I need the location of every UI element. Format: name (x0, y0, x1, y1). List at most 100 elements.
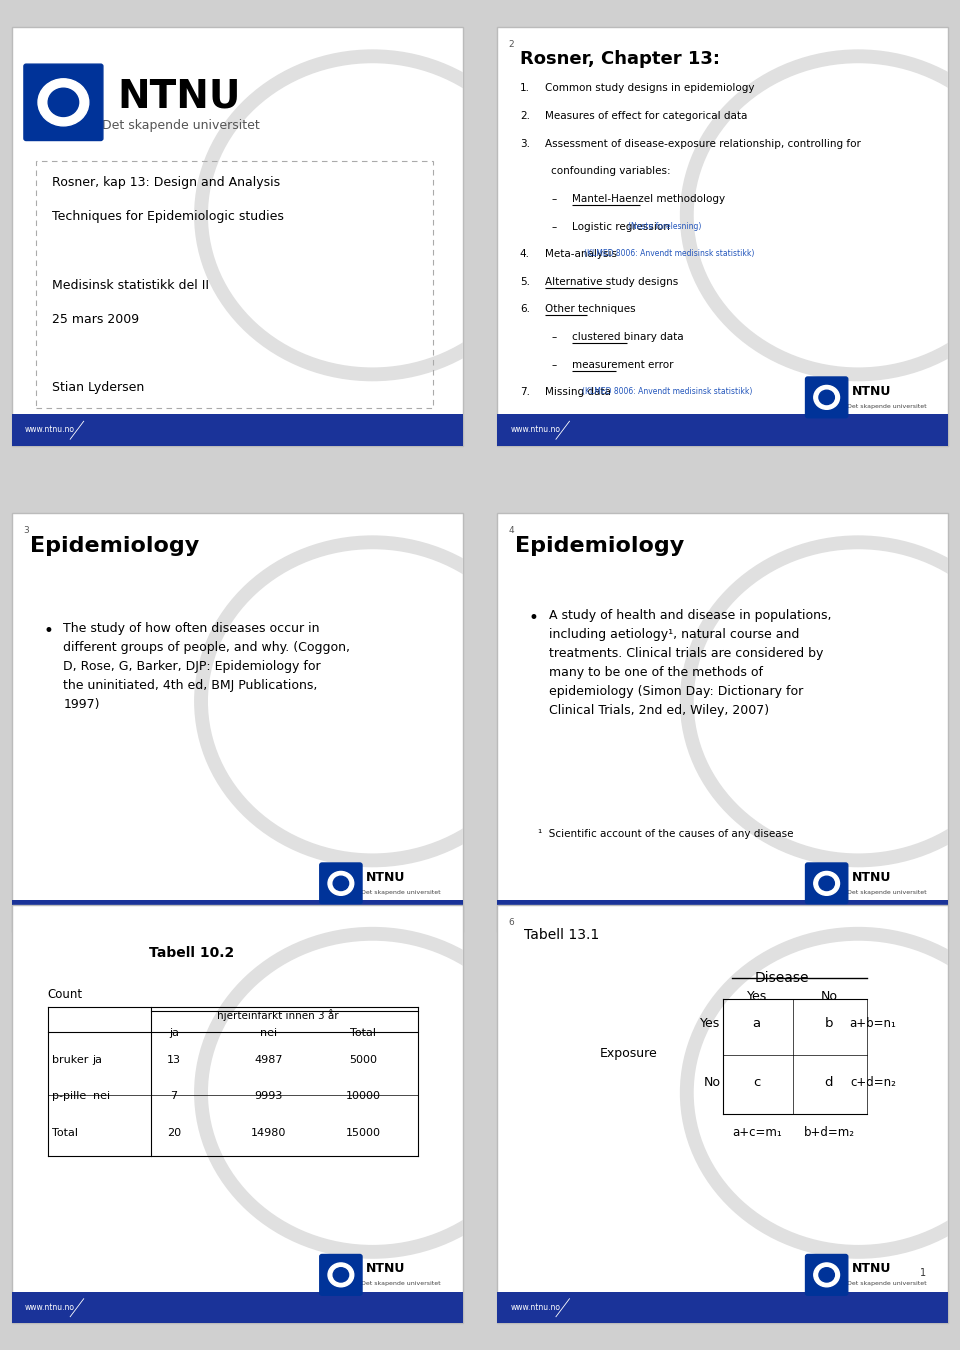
Text: –: – (551, 221, 557, 232)
Text: Common study designs in epidemiology: Common study designs in epidemiology (544, 84, 755, 93)
Text: NTNU: NTNU (852, 385, 891, 398)
Circle shape (328, 1264, 353, 1287)
Text: •: • (529, 609, 539, 628)
Text: hjerteinfarkt innen 3 år: hjerteinfarkt innen 3 år (217, 1010, 339, 1021)
Text: •: • (43, 622, 53, 640)
Text: –: – (551, 359, 557, 370)
Text: Tabell 13.1: Tabell 13.1 (524, 927, 600, 941)
Text: Epidemiology: Epidemiology (516, 536, 684, 556)
Circle shape (819, 1268, 834, 1282)
Text: Logistic regression: Logistic regression (572, 221, 670, 232)
Text: Det skapende universitet: Det skapende universitet (102, 119, 259, 132)
FancyBboxPatch shape (497, 513, 948, 932)
Circle shape (819, 876, 834, 891)
Text: Det skapende universitet: Det skapende universitet (361, 1281, 441, 1287)
FancyBboxPatch shape (497, 27, 948, 446)
Text: a+b=n₁: a+b=n₁ (850, 1018, 897, 1030)
FancyBboxPatch shape (805, 1254, 848, 1295)
Text: ¹  Scientific account of the causes of any disease: ¹ Scientific account of the causes of an… (538, 829, 793, 838)
Text: Missing data: Missing data (544, 387, 611, 397)
FancyBboxPatch shape (12, 900, 463, 931)
Text: Det skapende universitet: Det skapende universitet (847, 1281, 926, 1287)
Text: confounding variables:: confounding variables: (551, 166, 671, 177)
Circle shape (48, 88, 79, 116)
Text: 1.: 1. (520, 84, 530, 93)
FancyBboxPatch shape (497, 1292, 948, 1323)
Text: 2: 2 (509, 40, 515, 50)
FancyBboxPatch shape (12, 904, 463, 1323)
Text: c: c (753, 1076, 760, 1089)
Text: 2.: 2. (520, 111, 530, 122)
FancyBboxPatch shape (805, 377, 848, 417)
Text: Alternative study designs: Alternative study designs (544, 277, 678, 286)
Text: Det skapende universitet: Det skapende universitet (847, 890, 926, 895)
Text: Measures of effect for categorical data: Measures of effect for categorical data (544, 111, 747, 122)
Text: ja: ja (93, 1056, 103, 1065)
Text: 5000: 5000 (349, 1056, 377, 1065)
Text: b: b (825, 1018, 833, 1030)
Text: ja: ja (169, 1027, 179, 1038)
Text: 14980: 14980 (251, 1129, 286, 1138)
Text: No: No (821, 991, 837, 1003)
Text: 9993: 9993 (254, 1091, 283, 1100)
Text: www.ntnu.no: www.ntnu.no (511, 425, 561, 435)
FancyBboxPatch shape (12, 414, 463, 446)
Text: –: – (551, 194, 557, 204)
Text: c+d=n₂: c+d=n₂ (851, 1076, 897, 1089)
Text: Disease: Disease (755, 972, 808, 986)
Text: 6: 6 (509, 918, 515, 927)
Circle shape (328, 872, 353, 895)
Text: d: d (825, 1076, 833, 1089)
FancyBboxPatch shape (805, 863, 848, 903)
FancyBboxPatch shape (12, 513, 463, 932)
Circle shape (814, 386, 839, 409)
Text: Tabell 10.2: Tabell 10.2 (150, 946, 234, 960)
FancyBboxPatch shape (12, 1292, 463, 1323)
Text: A study of health and disease in populations,
including aetiology¹, natural cour: A study of health and disease in populat… (549, 609, 831, 717)
Text: www.ntnu.no: www.ntnu.no (25, 425, 75, 435)
Text: 13: 13 (167, 1056, 180, 1065)
Text: Rosner, Chapter 13:: Rosner, Chapter 13: (520, 50, 720, 68)
Text: 1: 1 (920, 1268, 925, 1278)
Text: Rosner, kap 13: Design and Analysis: Rosner, kap 13: Design and Analysis (52, 176, 280, 189)
Text: 3.: 3. (520, 139, 530, 148)
Text: 20: 20 (167, 1129, 181, 1138)
FancyBboxPatch shape (497, 900, 948, 931)
Text: Other techniques: Other techniques (544, 305, 636, 315)
Text: 3: 3 (23, 526, 29, 536)
Text: Medisinsk statistikk del II: Medisinsk statistikk del II (52, 278, 209, 292)
Text: Meta-analysis: Meta-analysis (544, 250, 616, 259)
Text: Assessment of disease-exposure relationship, controlling for: Assessment of disease-exposure relations… (544, 139, 860, 148)
Text: p-pille: p-pille (52, 1091, 86, 1100)
FancyBboxPatch shape (497, 414, 948, 446)
Text: bruker: bruker (52, 1056, 88, 1065)
Text: 15000: 15000 (346, 1129, 381, 1138)
Text: NTNU: NTNU (117, 77, 241, 115)
Text: 4: 4 (509, 526, 515, 536)
Text: Det skapende universitet: Det skapende universitet (361, 890, 441, 895)
Circle shape (814, 872, 839, 895)
Circle shape (814, 1264, 839, 1287)
Text: www.ntnu.no: www.ntnu.no (25, 911, 75, 921)
Text: (KLMED 8006: Anvendt medisinsk statistikk): (KLMED 8006: Anvendt medisinsk statistik… (585, 250, 755, 258)
Text: 4.: 4. (520, 250, 530, 259)
Text: measurement error: measurement error (572, 359, 673, 370)
Text: www.ntnu.no: www.ntnu.no (511, 911, 561, 921)
Circle shape (38, 78, 88, 126)
Text: NTNU: NTNU (852, 1262, 891, 1276)
Text: Det skapende universitet: Det skapende universitet (847, 404, 926, 409)
Text: NTNU: NTNU (366, 1262, 405, 1276)
Text: Stian Lydersen: Stian Lydersen (52, 382, 144, 394)
Text: b+d=m₂: b+d=m₂ (804, 1126, 854, 1139)
Text: 25 mars 2009: 25 mars 2009 (52, 313, 139, 325)
Text: (Neste forelesning): (Neste forelesning) (628, 221, 701, 231)
Text: nei: nei (93, 1091, 109, 1100)
Text: 7: 7 (170, 1091, 178, 1100)
Text: www.ntnu.no: www.ntnu.no (511, 1303, 561, 1312)
Text: –: – (551, 332, 557, 342)
FancyBboxPatch shape (320, 863, 362, 903)
Text: The study of how often diseases occur in
different groups of people, and why. (C: The study of how often diseases occur in… (63, 622, 350, 711)
Circle shape (819, 390, 834, 405)
Text: 4987: 4987 (254, 1056, 283, 1065)
Text: 7.: 7. (520, 387, 530, 397)
